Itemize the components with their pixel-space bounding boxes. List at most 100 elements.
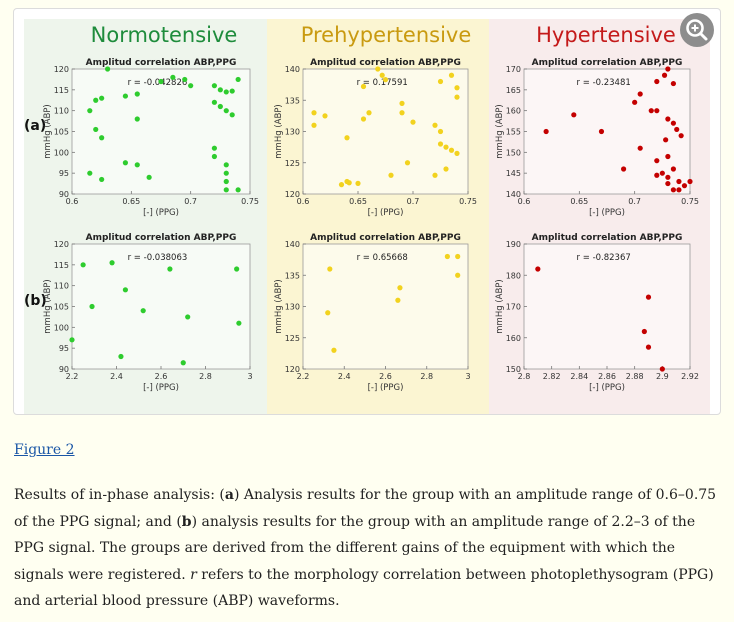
- data-point: [211, 83, 217, 89]
- data-point: [338, 182, 345, 188]
- y-tick-label: 180: [506, 271, 521, 280]
- correlation-label: r = 0.17591: [357, 78, 408, 88]
- y-axis-label: mmHg (ABP): [495, 104, 505, 158]
- column-title-hypertensive: Hypertensive: [536, 23, 676, 47]
- data-point: [535, 266, 541, 272]
- correlation-label: r = -0.042826: [128, 78, 188, 88]
- caption-label-a: a: [224, 487, 234, 503]
- data-point: [360, 116, 367, 122]
- plot-title: Amplitud correlation ABP,PPG: [310, 233, 461, 243]
- plot-title: Amplitud correlation ABP,PPG: [310, 58, 461, 68]
- y-tick-label: 140: [285, 240, 300, 249]
- data-point: [223, 178, 229, 185]
- y-tick-label: 135: [285, 271, 300, 280]
- data-point: [87, 108, 93, 114]
- zoom-icon[interactable]: [680, 13, 714, 47]
- y-tick-label: 100: [54, 148, 69, 157]
- data-point: [410, 119, 416, 125]
- y-axis-label: mmHg (ABP): [495, 279, 505, 333]
- data-point: [185, 314, 191, 320]
- data-point: [118, 353, 124, 360]
- y-tick-label: 155: [506, 128, 521, 137]
- data-point: [235, 187, 241, 193]
- y-axis-label: mmHg (ABP): [43, 279, 53, 333]
- data-point: [109, 260, 115, 266]
- data-point: [211, 99, 217, 105]
- data-point: [437, 141, 444, 147]
- y-tick-label: 115: [54, 261, 69, 270]
- data-point: [665, 180, 671, 187]
- x-tick-label: 0.75: [681, 197, 699, 206]
- data-point: [69, 337, 75, 343]
- scatter-hypertensive-a: 140 145 150 155 160 165 170 0.6 0.65 0.7 0.75 Ampli…: [495, 58, 699, 218]
- plot-title: Amplitud correlation ABP,PPG: [532, 233, 683, 243]
- data-point: [188, 83, 194, 89]
- data-point: [670, 120, 676, 126]
- x-tick-label: 2.4: [110, 372, 123, 381]
- data-point: [676, 187, 682, 193]
- data-point: [621, 166, 627, 172]
- x-tick-label: 3: [465, 372, 470, 381]
- data-point: [93, 97, 99, 103]
- data-point: [454, 150, 460, 156]
- data-point: [379, 72, 385, 78]
- data-point: [455, 272, 461, 278]
- data-point: [87, 170, 93, 176]
- data-point: [404, 160, 411, 166]
- y-tick-label: 95: [59, 344, 69, 353]
- x-tick-label: 2.86: [598, 372, 616, 381]
- data-point: [223, 170, 229, 176]
- row-label-b: (b): [24, 293, 47, 309]
- y-tick-label: 125: [285, 159, 300, 168]
- data-point: [448, 147, 455, 153]
- x-tick-label: 0.65: [122, 197, 140, 206]
- data-point: [632, 99, 638, 105]
- data-point: [448, 72, 455, 78]
- y-tick-label: 100: [54, 323, 69, 332]
- data-point: [182, 76, 188, 83]
- y-tick-label: 130: [285, 303, 300, 312]
- x-axis-label: [-] (PPG): [143, 208, 179, 218]
- y-tick-label: 160: [506, 334, 521, 343]
- y-tick-label: 115: [54, 86, 69, 95]
- x-tick-label: 0.7: [407, 197, 420, 206]
- x-tick-label: 0.6: [297, 197, 310, 206]
- scatter-hypertensive-b: 150 160 170 180 190 2.8 2.82 2.84 2.86 2.88 2.9 2.9…: [495, 233, 699, 393]
- data-point: [355, 180, 361, 186]
- correlation-label: r = -0.038063: [128, 253, 188, 263]
- y-axis-label: mmHg (ABP): [274, 104, 284, 158]
- data-point: [454, 85, 460, 91]
- data-point: [654, 78, 660, 85]
- y-tick-label: 190: [506, 240, 521, 249]
- data-point: [366, 110, 372, 116]
- y-tick-label: 160: [506, 107, 521, 116]
- data-point: [311, 110, 317, 116]
- data-point: [432, 122, 438, 128]
- column-title-prehypertensive: Prehypertensive: [300, 23, 472, 47]
- data-point: [382, 77, 389, 83]
- x-axis-label: [-] (PPG): [368, 383, 404, 393]
- data-point: [399, 100, 405, 106]
- x-axis-label: [-] (PPG): [368, 208, 404, 218]
- plot-title: Amplitud correlation ABP,PPG: [86, 58, 237, 68]
- data-point: [235, 76, 241, 83]
- y-tick-label: 110: [54, 282, 69, 291]
- y-tick-label: 150: [506, 148, 521, 157]
- data-point: [437, 128, 444, 135]
- y-tick-label: 140: [285, 65, 300, 74]
- figure-link[interactable]: Figure 2: [14, 442, 75, 458]
- data-point: [122, 160, 128, 166]
- data-point: [637, 145, 643, 151]
- y-tick-label: 145: [506, 169, 521, 178]
- y-tick-label: 105: [54, 303, 69, 312]
- x-tick-label: 2.9: [656, 372, 669, 381]
- data-point: [89, 303, 95, 310]
- figure-image: Normotensive Prehypertensive Hypertensiv…: [13, 8, 721, 415]
- x-axis-label: [-] (PPG): [143, 383, 179, 393]
- plot-area: [71, 243, 251, 370]
- data-point: [217, 87, 223, 93]
- y-tick-label: 165: [506, 86, 521, 95]
- data-point: [223, 108, 229, 114]
- data-point: [375, 66, 381, 72]
- data-point: [670, 187, 676, 193]
